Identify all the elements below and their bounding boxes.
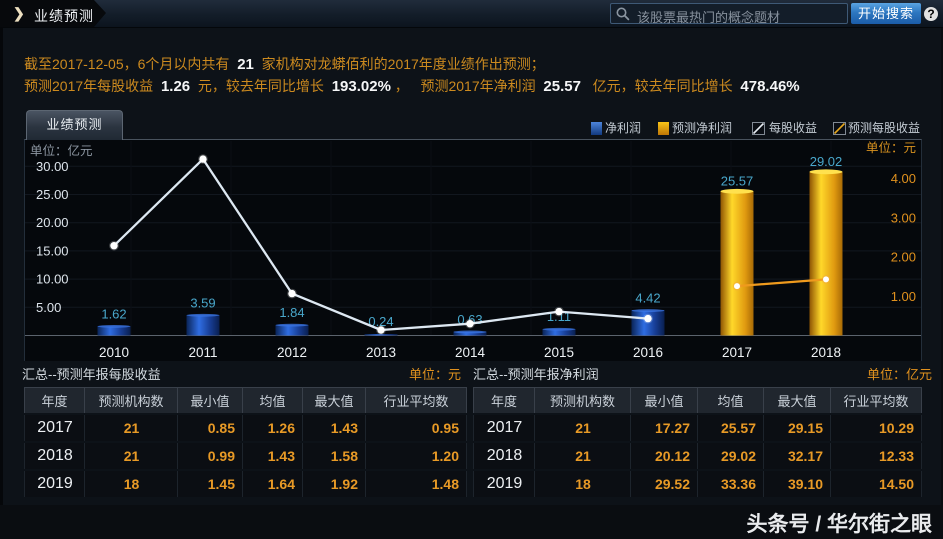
svg-text:10.00: 10.00 xyxy=(36,272,69,287)
svg-text:2011: 2011 xyxy=(188,345,217,360)
svg-text:2010: 2010 xyxy=(99,345,129,360)
svg-text:2017: 2017 xyxy=(722,345,752,360)
svg-text:25.00: 25.00 xyxy=(36,187,69,202)
svg-text:2016: 2016 xyxy=(633,345,663,360)
svg-text:2018: 2018 xyxy=(811,345,841,360)
svg-text:单位：亿元: 单位：亿元 xyxy=(30,143,93,158)
svg-text:3.59: 3.59 xyxy=(190,295,215,310)
svg-text:2013: 2013 xyxy=(366,345,396,360)
svg-text:25.57: 25.57 xyxy=(721,173,754,188)
svg-text:1.00: 1.00 xyxy=(891,289,916,304)
svg-text:单位：元: 单位：元 xyxy=(866,140,916,155)
svg-text:1.84: 1.84 xyxy=(279,305,304,320)
svg-text:15.00: 15.00 xyxy=(36,243,69,258)
svg-text:4.00: 4.00 xyxy=(891,171,916,186)
svg-text:0.24: 0.24 xyxy=(368,314,393,329)
svg-text:5.00: 5.00 xyxy=(36,300,61,315)
svg-text:20.00: 20.00 xyxy=(36,215,69,230)
svg-text:2014: 2014 xyxy=(455,345,486,360)
svg-text:4.42: 4.42 xyxy=(635,291,660,306)
svg-text:29.02: 29.02 xyxy=(810,154,843,169)
svg-text:1.62: 1.62 xyxy=(101,306,126,321)
svg-text:2015: 2015 xyxy=(544,345,574,360)
svg-text:30.00: 30.00 xyxy=(36,159,69,174)
svg-text:2012: 2012 xyxy=(277,345,307,360)
svg-text:3.00: 3.00 xyxy=(891,210,916,225)
svg-text:2.00: 2.00 xyxy=(891,250,916,265)
